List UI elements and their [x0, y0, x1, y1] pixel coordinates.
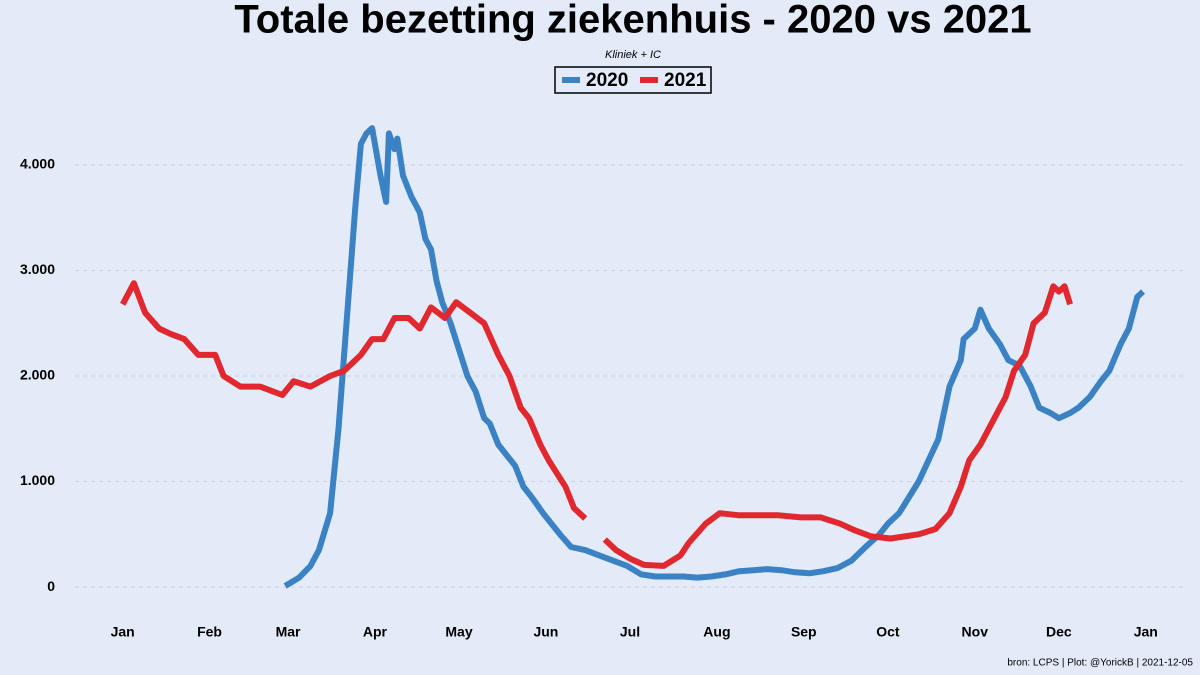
chart-subtitle: Kliniek + IC: [605, 49, 661, 61]
y-tick-label: 2.000: [20, 367, 55, 383]
x-tick-label: Feb: [197, 624, 222, 640]
x-tick-label: Dec: [1046, 624, 1072, 640]
x-tick-label: Jan: [1134, 624, 1158, 640]
x-tick-label: Apr: [363, 624, 388, 640]
y-tick-label: 4.000: [20, 156, 55, 172]
legend-box: [554, 66, 712, 94]
x-tick-label: Mar: [276, 624, 301, 640]
x-tick-label: Oct: [876, 624, 900, 640]
legend-label: 2020: [586, 70, 628, 91]
x-tick-label: Aug: [703, 624, 730, 640]
x-tick-label: Jun: [533, 624, 558, 640]
x-tick-label: Jan: [111, 624, 135, 640]
y-tick-label: 0: [47, 578, 55, 594]
y-tick-label: 1.000: [20, 472, 55, 488]
x-tick-label: May: [445, 624, 472, 640]
line-series: [283, 125, 1146, 589]
line-series: [120, 280, 1073, 569]
x-tick-label: Jul: [620, 624, 640, 640]
x-tick-label: Sep: [791, 624, 817, 640]
legend-label: 2021: [664, 70, 707, 91]
x-tick-label: Nov: [962, 624, 989, 640]
y-tick-label: 3.000: [20, 261, 55, 277]
caption: bron: LCPS | Plot: @YorickB | 2021-12-05: [1007, 658, 1193, 669]
chart-title: Totale bezetting ziekenhuis - 2020 vs 20…: [234, 0, 1031, 42]
